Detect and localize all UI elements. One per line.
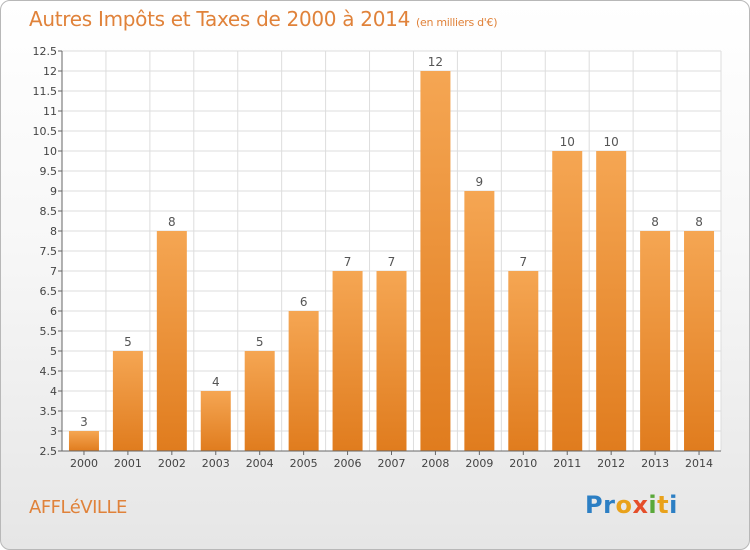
bar-2009 bbox=[464, 191, 495, 451]
y-tick-label: 3.5 bbox=[40, 405, 58, 418]
y-tick-label: 11.5 bbox=[33, 85, 58, 98]
logo-letter: o bbox=[615, 491, 633, 519]
bar-2003 bbox=[200, 391, 231, 451]
data-label: 3 bbox=[80, 415, 88, 429]
bar-2010 bbox=[508, 271, 539, 451]
x-tick-label: 2002 bbox=[158, 457, 186, 470]
bar-2013 bbox=[640, 231, 671, 451]
x-tick-label: 2006 bbox=[334, 457, 362, 470]
proxiti-logo[interactable]: Proxiti bbox=[585, 491, 678, 519]
x-tick-label: 2005 bbox=[290, 457, 318, 470]
y-tick-label: 7.5 bbox=[40, 245, 58, 258]
y-tick-label: 6.5 bbox=[40, 285, 58, 298]
y-tick-label: 12.5 bbox=[33, 45, 58, 58]
bar-2011 bbox=[552, 151, 583, 451]
logo-letter: r bbox=[603, 491, 616, 519]
logo-letter: i bbox=[669, 491, 678, 519]
data-label: 10 bbox=[604, 135, 619, 149]
data-label: 5 bbox=[256, 335, 264, 349]
bar-2004 bbox=[244, 351, 275, 451]
bar-2002 bbox=[156, 231, 187, 451]
logo-letter: P bbox=[585, 491, 604, 519]
y-tick-label: 9.5 bbox=[40, 165, 58, 178]
axes-group: 2.5 3 3.5 4 4.5 5 5.5 6 6.5 7 7.5 8 8.5 9 9.5 10 10.5 11 1… bbox=[33, 45, 721, 470]
y-tick-label: 5.5 bbox=[40, 325, 58, 338]
x-tick-label: 2008 bbox=[421, 457, 449, 470]
x-tick-label: 2009 bbox=[465, 457, 493, 470]
bar-2007 bbox=[376, 271, 407, 451]
y-tick-label: 11 bbox=[43, 105, 57, 118]
data-label: 7 bbox=[519, 255, 527, 269]
data-label: 6 bbox=[300, 295, 308, 309]
logo-letter: t bbox=[657, 491, 670, 519]
x-tick-label: 2014 bbox=[685, 457, 713, 470]
y-tick-label: 9 bbox=[50, 185, 57, 198]
y-tick-label: 4 bbox=[50, 385, 57, 398]
x-tick-label: 2012 bbox=[597, 457, 625, 470]
chart-title: Autres Impôts et Taxes de 2000 à 2014 (en… bbox=[29, 7, 497, 31]
x-tick-label: 2000 bbox=[70, 457, 98, 470]
bar-2006 bbox=[332, 271, 363, 451]
logo-letter: x bbox=[632, 491, 649, 519]
data-label: 10 bbox=[560, 135, 575, 149]
y-tick-label: 4.5 bbox=[40, 365, 58, 378]
x-tick-label: 2013 bbox=[641, 457, 669, 470]
x-tick-label: 2003 bbox=[202, 457, 230, 470]
y-tick-label: 12 bbox=[43, 65, 57, 78]
bar-2001 bbox=[112, 351, 143, 451]
chart-title-text: Autres Impôts et Taxes de 2000 à 2014 bbox=[29, 7, 410, 31]
y-tick-label: 7 bbox=[50, 265, 57, 278]
x-tick-label: 2010 bbox=[509, 457, 537, 470]
data-label: 4 bbox=[212, 375, 220, 389]
y-tick-label: 10 bbox=[43, 145, 57, 158]
bar-2000 bbox=[68, 431, 99, 451]
y-tick-label: 2.5 bbox=[40, 445, 58, 458]
data-label: 12 bbox=[428, 55, 443, 69]
y-tick-label: 5 bbox=[50, 345, 57, 358]
logo-letter: i bbox=[648, 491, 658, 519]
data-label: 5 bbox=[124, 335, 132, 349]
bar-2005 bbox=[288, 311, 319, 451]
bar-2014 bbox=[684, 231, 715, 451]
x-tick-label: 2011 bbox=[553, 457, 581, 470]
bar-2008 bbox=[420, 71, 451, 451]
y-tick-label: 8 bbox=[50, 225, 57, 238]
x-tick-label: 2007 bbox=[378, 457, 406, 470]
data-label: 9 bbox=[476, 175, 484, 189]
x-tick-label: 2004 bbox=[246, 457, 274, 470]
chart-subtitle: (en milliers d'€) bbox=[416, 16, 498, 29]
commune-name: AFFLéVILLE bbox=[29, 497, 127, 518]
y-tick-label: 8.5 bbox=[40, 205, 58, 218]
y-tick-label: 3 bbox=[50, 425, 57, 438]
bars-group: 3 5 8 4 5 6 7 7 12 9 7 10 10 8 8 bbox=[68, 55, 715, 451]
bar-2012 bbox=[596, 151, 627, 451]
data-label: 8 bbox=[168, 215, 176, 229]
y-tick-label: 6 bbox=[50, 305, 57, 318]
data-label: 7 bbox=[344, 255, 352, 269]
data-label: 7 bbox=[388, 255, 396, 269]
y-tick-label: 10.5 bbox=[33, 125, 58, 138]
x-tick-label: 2001 bbox=[114, 457, 142, 470]
data-label: 8 bbox=[695, 215, 703, 229]
data-label: 8 bbox=[651, 215, 659, 229]
